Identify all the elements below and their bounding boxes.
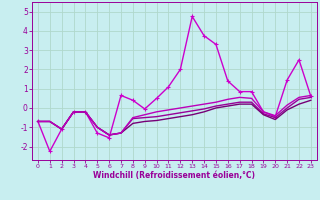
X-axis label: Windchill (Refroidissement éolien,°C): Windchill (Refroidissement éolien,°C) [93, 171, 255, 180]
